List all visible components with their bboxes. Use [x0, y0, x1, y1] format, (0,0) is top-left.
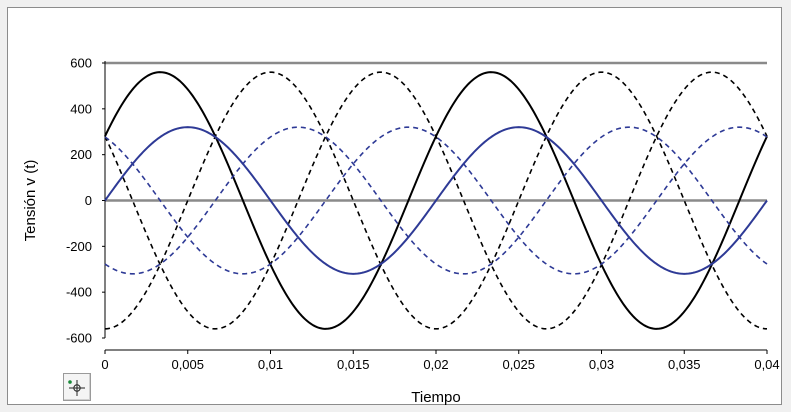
axes — [102, 61, 768, 354]
x-tick-label: 0,015 — [337, 357, 370, 372]
tick-labels: 600 400 200 0 -200 -400 -600 0 0,005 0,01 0,015 0,0… — [66, 56, 780, 373]
x-tick-label: 0,035 — [668, 357, 701, 372]
y-tick-label: 0 — [85, 193, 92, 208]
y-tick-label: 200 — [70, 147, 92, 162]
x-tick-label: 0,025 — [502, 357, 535, 372]
x-tick-label: 0,02 — [423, 357, 448, 372]
voltage-chart: 600 400 200 0 -200 -400 -600 0 0,005 0,01 0,015 0,0… — [22, 56, 780, 407]
y-tick-label: 600 — [70, 56, 92, 71]
cursor-tool-button[interactable] — [63, 373, 91, 401]
crosshair-cursor-icon — [68, 380, 85, 396]
series-lines — [104, 71, 768, 330]
x-tick-label: 0 — [101, 357, 108, 372]
y-tick-label: -200 — [66, 239, 92, 254]
series-line-6 — [104, 126, 768, 275]
series-line-3 — [104, 71, 768, 330]
y-tick-label: -600 — [66, 331, 92, 346]
x-tick-label: 0,03 — [589, 357, 614, 372]
x-axis-title: Tiempo — [411, 389, 460, 406]
x-tick-label: 0,01 — [258, 357, 283, 372]
series-line-4 — [104, 126, 768, 275]
y-tick-label: -400 — [66, 285, 92, 300]
x-tick-label: 0,04 — [754, 357, 779, 372]
x-tick-label: 0,005 — [171, 357, 204, 372]
y-tick-label: 400 — [70, 101, 92, 116]
y-axis-title: Tensión v (t) — [22, 160, 39, 242]
graph-panel: 600 400 200 0 -200 -400 -600 0 0,005 0,01 0,015 0,0… — [7, 7, 782, 407]
